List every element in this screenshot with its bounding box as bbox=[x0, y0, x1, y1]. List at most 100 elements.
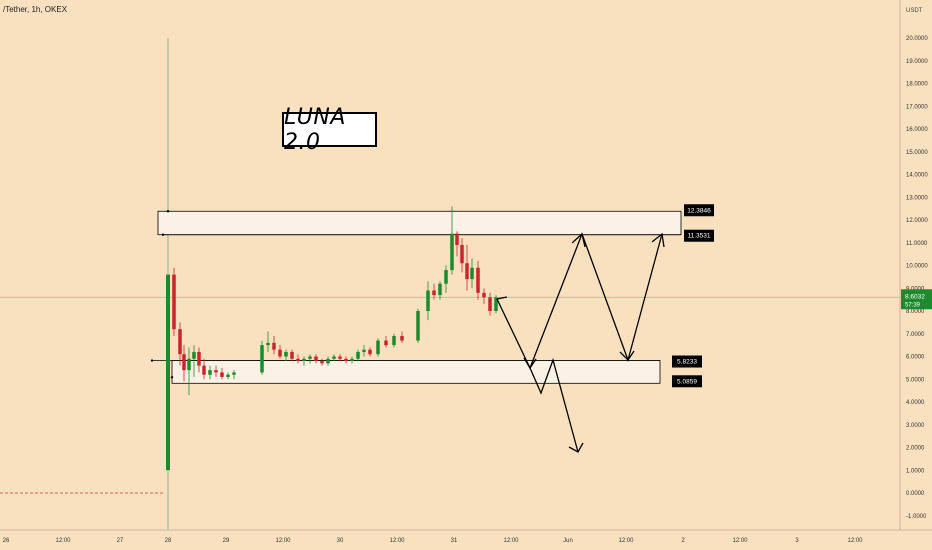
candle-body bbox=[187, 358, 191, 371]
y-tick-label: 11.0000 bbox=[906, 241, 928, 247]
x-tick-label: 12:00 bbox=[732, 538, 748, 544]
x-tick-label: 12:00 bbox=[275, 538, 291, 544]
arrowhead-icon[interactable] bbox=[568, 442, 584, 453]
y-tick-label: 2.0000 bbox=[906, 446, 925, 452]
x-tick-label: 28 bbox=[165, 538, 172, 544]
y-tick-label: 17.0000 bbox=[906, 104, 928, 110]
y-tick-label: 12.0000 bbox=[906, 218, 928, 224]
zone-anchor[interactable] bbox=[166, 210, 170, 213]
y-tick-label: 20.0000 bbox=[906, 36, 928, 42]
candle-body bbox=[438, 283, 442, 296]
arrowhead-icon[interactable] bbox=[523, 357, 537, 370]
candle-body bbox=[350, 358, 354, 362]
last-price-countdown: 57:39 bbox=[905, 302, 921, 308]
x-tick-label: 12:00 bbox=[389, 538, 405, 544]
time-axis: 26 12:00 27 28 29 12:00 30 12:00 31 12:00 Jun 12:00… bbox=[0, 529, 932, 544]
x-tick-label: 12:00 bbox=[618, 538, 634, 544]
y-tick-label: 15.0000 bbox=[906, 150, 928, 156]
x-tick-label: 27 bbox=[117, 538, 124, 544]
candle-body bbox=[470, 267, 474, 280]
currency-label: USDT bbox=[906, 8, 923, 14]
candle-body bbox=[178, 329, 182, 355]
y-tick-label: 8.0000 bbox=[906, 309, 925, 315]
y-tick-label: 16.0000 bbox=[906, 127, 928, 133]
y-tick-label: 6.0000 bbox=[906, 355, 925, 361]
candle-body bbox=[476, 267, 480, 293]
level-zones: 12.3846 11.3531 5.8233 5.0859 bbox=[150, 204, 714, 388]
candle-body bbox=[344, 358, 348, 362]
x-tick-label: 30 bbox=[337, 538, 344, 544]
candles bbox=[166, 206, 498, 471]
candle-body bbox=[332, 356, 336, 359]
x-tick-label: 26 bbox=[3, 538, 10, 544]
candle-body bbox=[202, 365, 206, 375]
projection-path-down[interactable] bbox=[529, 357, 579, 453]
candle-body bbox=[166, 274, 170, 471]
candle-body bbox=[192, 351, 196, 359]
last-price-badge bbox=[901, 289, 932, 310]
candle-body bbox=[182, 354, 186, 371]
x-tick-label: 12:00 bbox=[503, 538, 519, 544]
candle-body bbox=[214, 370, 218, 373]
projection-start[interactable] bbox=[496, 296, 508, 300]
candle-body bbox=[450, 233, 454, 271]
arrowhead-icon[interactable] bbox=[571, 232, 586, 248]
candle-body bbox=[432, 290, 436, 296]
resistance-zone[interactable] bbox=[157, 210, 682, 236]
candle-body bbox=[284, 351, 288, 357]
level-label-box bbox=[672, 375, 702, 388]
candle-body bbox=[290, 351, 294, 359]
candle-body bbox=[338, 356, 342, 359]
level-label: 5.8233 bbox=[677, 359, 697, 366]
y-tick-label: 4.0000 bbox=[906, 400, 925, 406]
candle-body bbox=[266, 342, 270, 346]
y-tick-label: 13.0000 bbox=[906, 195, 928, 201]
zone-anchor[interactable] bbox=[170, 376, 174, 379]
candle-body bbox=[208, 370, 212, 375]
candle-body bbox=[278, 349, 282, 357]
arrowhead-icon[interactable] bbox=[619, 350, 635, 362]
candle-body bbox=[356, 351, 360, 359]
y-tick-label: -1.0000 bbox=[906, 514, 927, 520]
candle-body bbox=[220, 372, 224, 377]
arrowhead-icon[interactable] bbox=[651, 232, 665, 248]
candle-body bbox=[296, 358, 300, 362]
candle-body bbox=[197, 351, 201, 366]
last-price-value: 8.6032 bbox=[905, 293, 925, 300]
y-tick-label: 5.0000 bbox=[906, 377, 925, 383]
candle-body bbox=[494, 297, 498, 311]
candle-body bbox=[455, 233, 459, 246]
candle-body bbox=[384, 340, 388, 346]
candle-body bbox=[226, 374, 230, 377]
y-tick-label: 9.0000 bbox=[906, 286, 925, 292]
candle-body bbox=[488, 297, 492, 311]
candle-body bbox=[232, 372, 236, 375]
candle-body bbox=[172, 274, 176, 330]
candle-body bbox=[400, 336, 404, 341]
candle-body bbox=[314, 356, 318, 362]
zone-anchor[interactable] bbox=[161, 233, 165, 236]
candle-body bbox=[368, 349, 372, 355]
candle-body bbox=[260, 345, 264, 373]
candle-body bbox=[460, 245, 464, 264]
x-tick-label: 2 bbox=[681, 538, 685, 544]
candle-body bbox=[326, 358, 330, 364]
x-tick-label: Jun bbox=[563, 538, 573, 544]
x-tick-label: 29 bbox=[223, 538, 230, 544]
candle-body bbox=[320, 361, 324, 364]
price-axis: USDT 20.0000 19.0000 18.0000 17.0000 16.0000 1… bbox=[899, 0, 932, 530]
candle-body bbox=[426, 290, 430, 311]
drawings bbox=[496, 232, 665, 453]
level-label: 11.3531 bbox=[687, 233, 710, 240]
support-zone[interactable] bbox=[171, 360, 661, 384]
zone-anchor[interactable] bbox=[150, 359, 154, 362]
level-label: 5.0859 bbox=[677, 378, 697, 385]
candle-body bbox=[465, 263, 469, 280]
chart-title: LUNA 2.0 bbox=[284, 104, 346, 155]
x-tick-label: 12:00 bbox=[55, 538, 71, 544]
candle-body bbox=[302, 358, 306, 362]
candle-body bbox=[416, 311, 420, 341]
y-tick-label: 3.0000 bbox=[906, 423, 925, 429]
title-box: LUNA 2.0 bbox=[282, 105, 377, 155]
